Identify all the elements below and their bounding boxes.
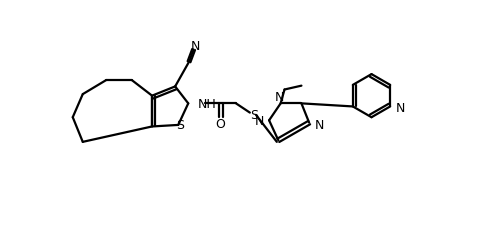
Text: O: O — [216, 117, 226, 130]
Text: N: N — [254, 114, 264, 127]
Text: N: N — [396, 102, 405, 115]
Text: NH: NH — [197, 97, 216, 110]
Text: N: N — [314, 118, 324, 131]
Text: N: N — [191, 40, 200, 53]
Text: S: S — [250, 109, 258, 122]
Text: N: N — [275, 91, 284, 104]
Text: S: S — [177, 118, 184, 131]
